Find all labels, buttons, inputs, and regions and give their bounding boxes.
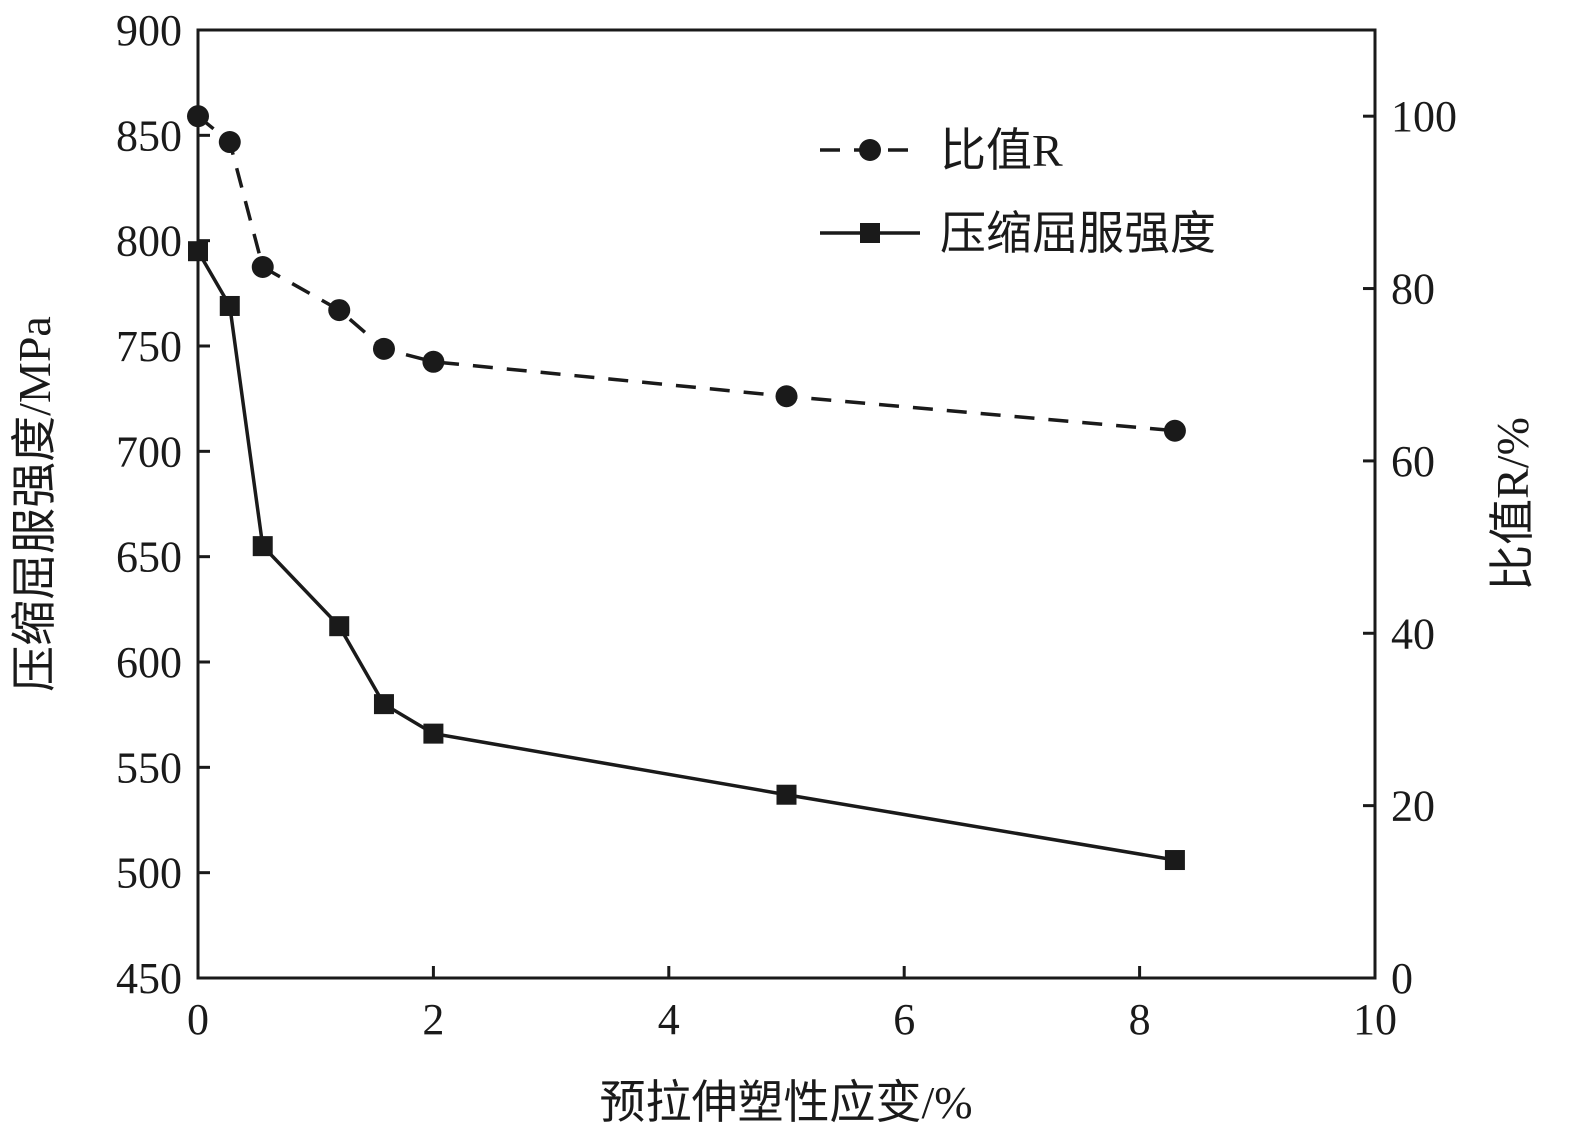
series-layer [187, 105, 1186, 871]
right-y-tick-label: 80 [1391, 265, 1435, 314]
left-y-tick-label: 450 [116, 954, 182, 1003]
data-point-square [252, 536, 273, 557]
data-point-circle [187, 105, 209, 128]
data-point-square [329, 616, 350, 637]
data-point-square [1164, 850, 1185, 871]
left-y-tick-label: 650 [116, 533, 182, 582]
data-point-square [373, 694, 394, 715]
x-tick-label: 10 [1353, 995, 1397, 1044]
x-axis-title: 预拉伸塑性应变/% [599, 1077, 972, 1128]
legend-label: 比值R [940, 125, 1063, 176]
data-point-circle [372, 337, 395, 360]
left-y-tick-label: 800 [116, 217, 182, 266]
left-y-tick-label: 550 [116, 743, 182, 792]
x-tick-label: 2 [422, 995, 444, 1044]
legend-marker-circle [859, 139, 881, 161]
series-compressive-yield-strength [188, 241, 1185, 871]
x-axis-ticks: 0 2 4 6 8 10 [187, 966, 1397, 1044]
x-tick-label: 4 [658, 995, 680, 1044]
data-point-square [188, 241, 208, 262]
left-y-tick-label: 700 [116, 427, 182, 476]
x-tick-label: 0 [187, 995, 209, 1044]
left-y-axis-title: 压缩屈服强度/MPa [9, 316, 60, 692]
data-point-circle [1163, 419, 1186, 442]
data-point-circle [218, 131, 241, 154]
plot-frame [196, 28, 1377, 980]
left-y-axis-ticks: 450 500 550 600 650 700 750 800 850 900 [116, 6, 210, 1003]
left-y-tick-label: 850 [116, 111, 182, 160]
data-point-circle [422, 350, 445, 373]
data-point-circle [251, 256, 274, 278]
series-ratio-r [187, 105, 1186, 442]
x-tick-label: 6 [893, 995, 915, 1044]
left-y-tick-label: 600 [116, 638, 182, 687]
legend: 比值R 压缩屈服强度 [820, 125, 1216, 259]
right-y-axis-title: 比值R/% [1487, 417, 1538, 591]
legend-marker-square [860, 223, 880, 243]
right-y-tick-label: 60 [1391, 437, 1435, 486]
right-y-axis-ticks: 0 20 40 60 80 100 [1363, 92, 1457, 1003]
right-y-tick-label: 100 [1391, 92, 1457, 141]
left-y-tick-label: 500 [116, 849, 182, 898]
right-y-tick-label: 20 [1391, 782, 1435, 831]
right-y-tick-label: 0 [1391, 954, 1413, 1003]
series-line [196, 250, 1176, 862]
legend-label: 压缩屈服强度 [940, 208, 1216, 259]
data-point-circle [775, 385, 798, 408]
data-point-square [776, 784, 797, 805]
x-tick-label: 8 [1129, 995, 1151, 1044]
left-y-tick-label: 750 [116, 322, 182, 371]
data-point-circle [328, 299, 351, 322]
right-y-tick-label: 40 [1391, 609, 1435, 658]
left-y-tick-label: 900 [116, 6, 182, 55]
data-point-square [219, 295, 240, 316]
data-point-square [423, 723, 444, 744]
series-line [196, 114, 1176, 433]
